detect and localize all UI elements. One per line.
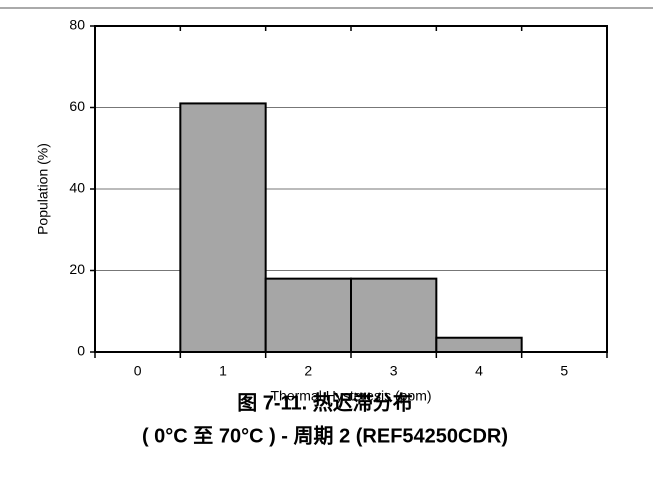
y-tick-label: 0 (77, 343, 85, 359)
y-tick-label: 20 (69, 261, 85, 277)
bar (435, 336, 523, 353)
x-axis-label: Thermal Hysteresis (ppm) (270, 388, 431, 404)
y-tick-label: 80 (69, 17, 85, 33)
x-tick-label: 4 (475, 363, 483, 379)
chart-subtitle: ( 0°C 至 70°C ) - 周期 2 (REF54250CDR) (142, 424, 508, 447)
x-tick-label: 3 (390, 363, 398, 379)
y-tick-label: 40 (69, 180, 85, 196)
bar (350, 277, 438, 353)
plot-frame (94, 25, 608, 353)
chart-title: 图 7-11. 热迟滞分布 (237, 390, 413, 414)
y-tick-label: 60 (69, 98, 85, 114)
y-axis-label: Population (%) (35, 143, 51, 235)
x-tick-label: 2 (304, 363, 312, 379)
x-tick-label: 1 (219, 363, 227, 379)
x-tick-label: 0 (134, 363, 142, 379)
x-tick-label: 5 (560, 363, 568, 379)
bar (179, 102, 267, 353)
bar (264, 277, 352, 353)
